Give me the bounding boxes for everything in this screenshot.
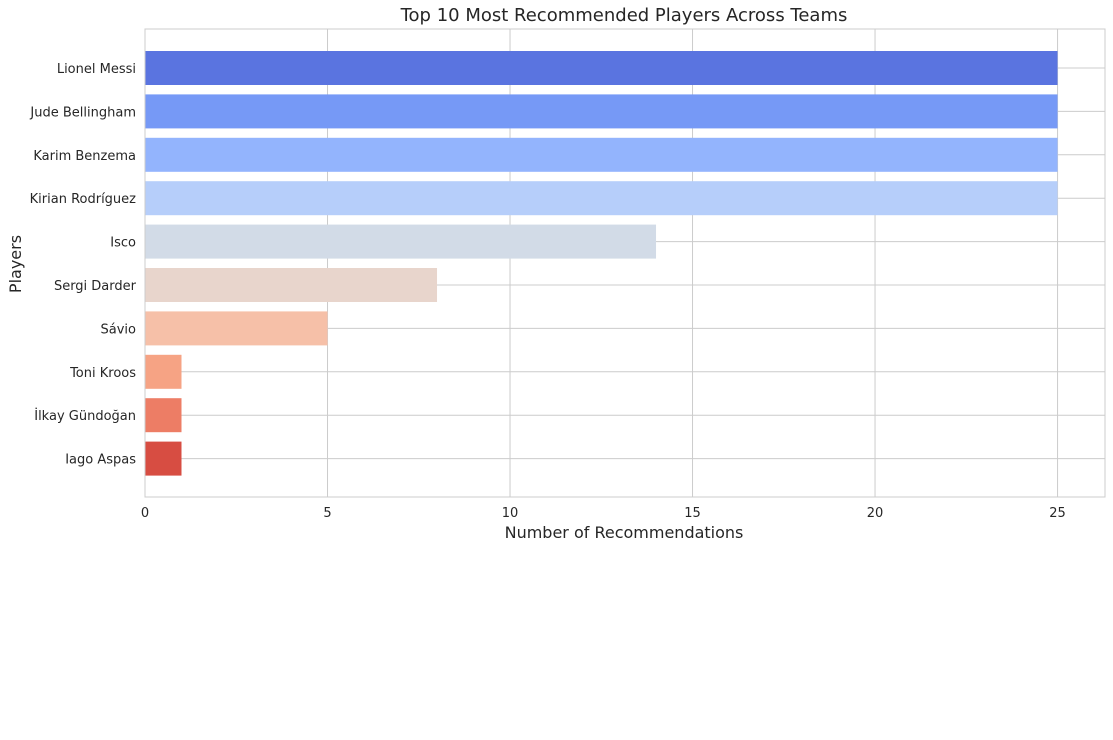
y-tick-label: Lionel Messi: [57, 62, 136, 77]
y-tick-label: İlkay Gündoğan: [34, 408, 136, 424]
plot-frame: [144, 28, 1106, 498]
bar: [145, 354, 182, 389]
chart-title: Top 10 Most Recommended Players Across T…: [400, 5, 848, 26]
bar: [145, 268, 438, 302]
bar: [145, 311, 328, 346]
x-tick-label: 20: [867, 506, 884, 521]
y-tick-label: Kirian Rodríguez: [30, 192, 137, 207]
y-axis-ticks: Lionel Messi Jude Bellingham Karim Benzema…: [29, 62, 136, 468]
bar: [145, 137, 1058, 172]
y-tick-label: Karim Benzema: [33, 149, 136, 164]
y-tick-label: Isco: [110, 236, 136, 251]
bars: [145, 51, 1058, 476]
x-tick-label: 10: [502, 506, 519, 521]
y-tick-label: Sergi Darder: [54, 279, 137, 294]
y-tick-label: Toni Kroos: [69, 366, 136, 381]
x-tick-label: 5: [323, 506, 331, 521]
x-tick-label: 15: [684, 506, 701, 521]
x-tick-label: 0: [141, 506, 149, 521]
y-tick-label: Sávio: [101, 322, 137, 337]
bar: [145, 51, 1058, 85]
bar: [145, 224, 657, 259]
y-tick-label: Iago Aspas: [65, 453, 136, 468]
bar: [145, 398, 182, 433]
x-axis-label: Number of Recommendations: [505, 523, 744, 542]
bar: [145, 181, 1058, 216]
x-tick-label: 25: [1049, 506, 1066, 521]
bar: [145, 94, 1058, 129]
bar: [145, 441, 182, 476]
x-axis-ticks: 0 5 10 15 20 25: [141, 506, 1066, 521]
y-tick-label: Jude Bellingham: [29, 105, 136, 120]
y-axis-label: Players: [6, 235, 25, 293]
